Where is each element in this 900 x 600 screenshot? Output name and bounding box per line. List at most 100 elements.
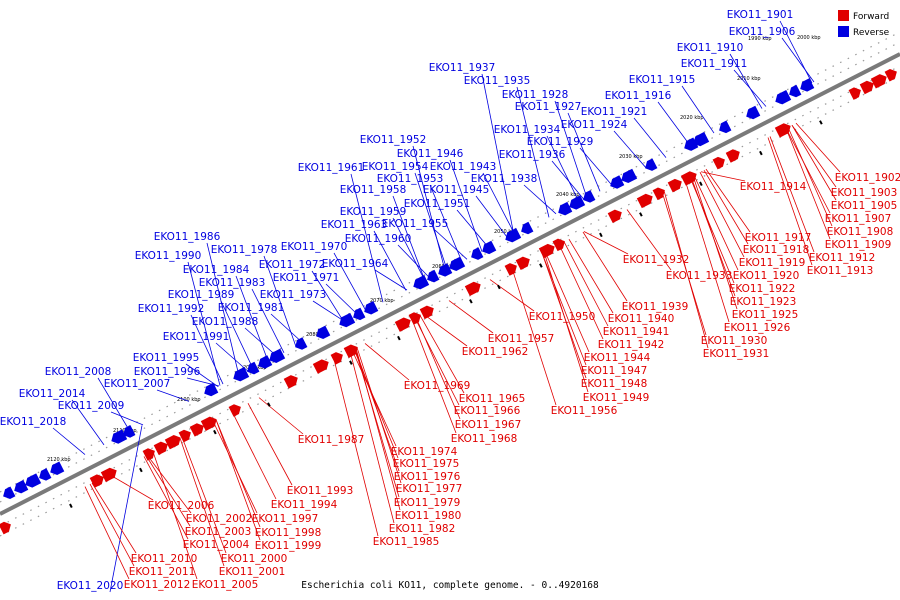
gene-label: EKO11_1930	[701, 335, 768, 347]
gene-label: EKO11_2002	[186, 513, 253, 525]
gene-arrow	[667, 178, 682, 193]
gene-label: EKO11_1985	[373, 536, 440, 548]
gene-label: EKO11_1903	[831, 187, 898, 199]
gene-label: EKO11_1939	[622, 301, 689, 313]
gene-label: EKO11_1910	[677, 42, 744, 54]
kbp-tick-label: 1990 kbp	[748, 36, 772, 42]
gene-label: EKO11_1948	[581, 378, 648, 390]
gene-label: EKO11_1980	[395, 510, 462, 522]
gene-label: EKO11_2005	[192, 579, 259, 591]
gene-arrow	[859, 80, 874, 95]
gene-label: EKO11_1945	[423, 184, 490, 196]
gene-label: EKO11_1952	[360, 134, 427, 146]
gene-arrow	[123, 425, 136, 438]
gene-arrow	[283, 375, 298, 389]
gene-arrow	[521, 221, 534, 235]
gene-label: EKO11_1941	[603, 326, 670, 338]
gene-arrow	[610, 175, 625, 189]
legend-forward-swatch	[838, 10, 849, 21]
gene-arrow	[258, 355, 273, 369]
kbp-tick-label: 2050 kbp	[494, 229, 518, 235]
gene-arrow	[233, 367, 250, 382]
gene-label: EKO11_1969	[404, 380, 471, 392]
gene-label: EKO11_1988	[192, 316, 259, 328]
gene-arrow	[680, 171, 697, 186]
gene-label: EKO11_2020	[57, 580, 124, 592]
gene-arrow	[14, 479, 29, 494]
gene-arrow	[558, 201, 573, 216]
gene-label: EKO11_1917	[745, 232, 812, 244]
gene-arrow	[538, 243, 555, 259]
gene-label: EKO11_1949	[583, 392, 650, 404]
gene-label: EKO11_1987	[298, 434, 365, 446]
gene-label: EKO11_1908	[827, 226, 894, 238]
gene-label: EKO11_1984	[183, 264, 250, 276]
gene-arrow	[204, 382, 219, 397]
gene-label: EKO11_2003	[185, 526, 252, 538]
gene-arrow	[712, 156, 725, 170]
gene-label: EKO11_1995	[133, 352, 200, 364]
gene-label: EKO11_1944	[584, 352, 651, 364]
gene-label: EKO11_1970	[281, 241, 348, 253]
kbp-tick-label: 2040 kbp	[556, 192, 580, 198]
gene-label: EKO11_1920	[733, 270, 800, 282]
gene-label: EKO11_1912	[809, 252, 876, 264]
gene-label: EKO11_1927	[515, 101, 582, 113]
gene-label: EKO11_1961	[298, 162, 365, 174]
gene-label: EKO11_1929	[527, 136, 594, 148]
kbp-tick-label: 2100 kbp	[177, 397, 201, 403]
kbp-tick-label: 2010 kbp	[737, 76, 761, 82]
gene-arrow	[312, 359, 329, 374]
gene-label: EKO11_1986	[154, 231, 221, 243]
legend-forward-label: Forward	[853, 12, 889, 22]
gene-label: EKO11_1999	[255, 540, 322, 552]
gene-arrow	[427, 269, 440, 283]
gene-arrow	[746, 105, 761, 120]
gene-label: EKO11_2008	[45, 366, 112, 378]
gene-arrow	[884, 68, 897, 82]
gene-label: EKO11_2012	[124, 579, 191, 591]
gene-label: EKO11_1955	[382, 218, 449, 230]
gene-label: EKO11_1913	[807, 265, 874, 277]
gene-arrow	[789, 84, 802, 98]
legend-reverse-swatch	[838, 26, 849, 37]
gene-arrow	[725, 149, 740, 163]
gene-label: EKO11_1943	[430, 161, 497, 173]
gene-label: EKO11_2007	[104, 378, 171, 390]
gene-label: EKO11_1923	[730, 296, 797, 308]
kbp-tick-label: 2000 kbp	[797, 35, 821, 41]
gene-label: EKO11_1937	[429, 62, 496, 74]
gene-label: EKO11_1964	[322, 258, 389, 270]
gene-label: EKO11_1906	[729, 26, 796, 38]
gene-label: EKO11_1958	[340, 184, 407, 196]
gene-label: EKO11_1933	[666, 270, 733, 282]
gene-arrow	[111, 429, 128, 444]
gene-arrow	[569, 195, 586, 210]
gene-label: EKO11_2011	[129, 566, 196, 578]
gene-arrow	[153, 441, 168, 456]
gene-label: EKO11_1979	[394, 497, 461, 509]
gene-label: EKO11_2006	[148, 500, 215, 512]
gene-label: EKO11_1940	[608, 313, 675, 325]
gene-arrow	[295, 337, 308, 350]
gene-label: EKO11_1954	[362, 161, 429, 173]
gene-label: EKO11_1971	[273, 272, 340, 284]
gene-arrow	[870, 74, 887, 89]
gene-arrow	[269, 348, 286, 363]
label-leader-lines	[52, 20, 841, 593]
gene-arrow	[449, 256, 466, 271]
gene-label: EKO11_1907	[825, 213, 892, 225]
gene-label: EKO11_1991	[163, 331, 230, 343]
gene-arrow	[482, 240, 497, 255]
gene-arrow	[50, 461, 65, 475]
gene-arrow	[39, 468, 52, 481]
gene-label: EKO11_1936	[499, 149, 566, 161]
gene-label: EKO11_2018	[0, 416, 66, 428]
kbp-tick-label: 2120 kbp	[47, 457, 71, 463]
gene-arrow	[25, 473, 42, 488]
gene-label: EKO11_1989	[168, 289, 235, 301]
gene-label: EKO11_1924	[561, 119, 628, 131]
gene-label: EKO11_2000	[221, 553, 288, 565]
genome-backbone	[0, 52, 900, 516]
gene-arrow	[636, 193, 653, 209]
